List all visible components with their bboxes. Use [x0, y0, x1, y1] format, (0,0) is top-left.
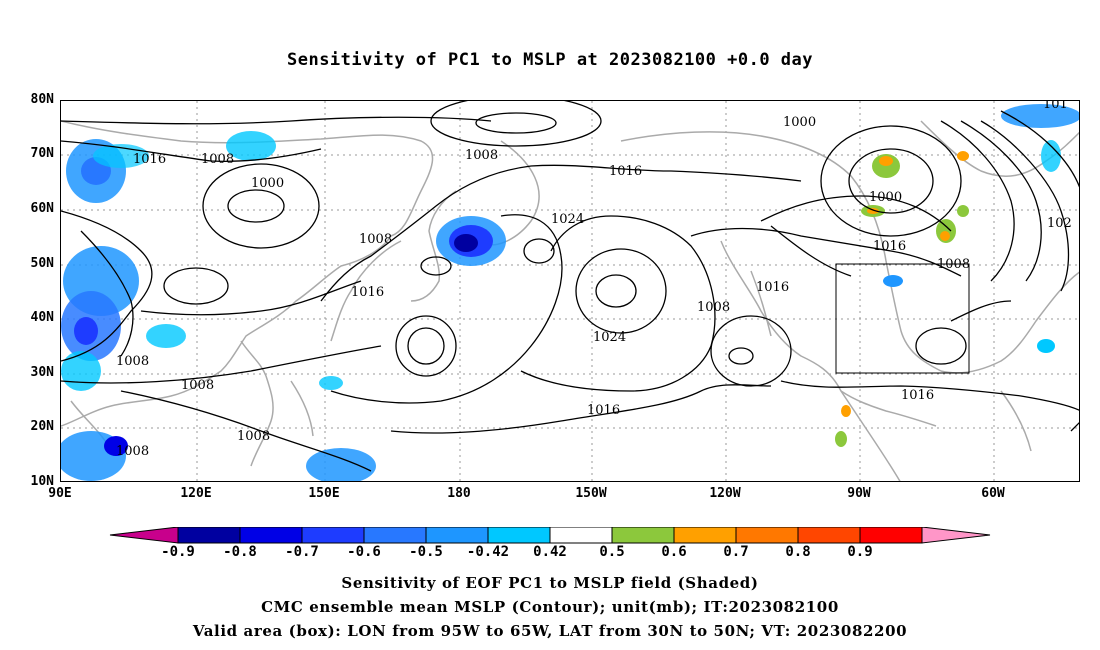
lon-label-150e: 150E — [308, 486, 340, 501]
colorbar-tick-label: -0.8 — [223, 544, 257, 560]
map-panel: 1016 1008 1000 1008 1008 1016 1008 1008 … — [60, 100, 1080, 482]
contour-label: 1016 — [609, 164, 642, 179]
colorbar-tick-label: -0.5 — [409, 544, 443, 560]
lat-label-60n: 60N — [30, 201, 54, 216]
contour-label: 1000 — [783, 115, 816, 130]
valid-area-box — [835, 263, 970, 374]
colorbar-segment — [177, 527, 241, 544]
lat-label-50n: 50N — [30, 256, 54, 271]
contour-labels: 1016 1008 1000 1008 1008 1016 1008 1008 … — [116, 101, 1072, 459]
contour-label: 1024 — [551, 212, 584, 227]
caption-contour: CMC ensemble mean MSLP (Contour); unit(m… — [261, 598, 839, 616]
lat-label-40n: 40N — [30, 310, 54, 325]
contour-label: 1008 — [116, 354, 149, 369]
colorbar-tick-label: -0.42 — [466, 544, 510, 560]
colorbar-segment — [673, 527, 737, 544]
lon-label-150w: 150W — [575, 486, 607, 501]
colorbar-tick-label: 0.42 — [533, 544, 567, 560]
contour-label: 1016 — [587, 403, 620, 418]
contour-label: 1016 — [133, 152, 166, 167]
contour-label: 1000 — [251, 176, 284, 191]
colorbar-segment — [363, 527, 427, 544]
lon-label-60w: 60W — [981, 486, 1005, 501]
colorbar-segment — [611, 527, 675, 544]
colorbar-segment — [239, 527, 303, 544]
lat-label-80n: 80N — [30, 92, 54, 107]
colorbar-segment — [735, 527, 799, 544]
colorbar-tick-label: -0.7 — [285, 544, 319, 560]
lon-label-120e: 120E — [180, 486, 212, 501]
sensitivity-shading — [61, 104, 1079, 481]
colorbar-tick-label: -0.6 — [347, 544, 381, 560]
lat-label-70n: 70N — [30, 146, 54, 161]
lat-label-10n: 10N — [30, 474, 54, 489]
contour-label: 1024 — [593, 330, 626, 345]
lat-label-30n: 30N — [30, 365, 54, 380]
lon-label-120w: 120W — [709, 486, 741, 501]
lon-label-180: 180 — [447, 486, 471, 501]
contour-label: 1008 — [359, 232, 392, 247]
lon-label-90w: 90W — [847, 486, 871, 501]
colorbar-tick-label: 0.6 — [661, 544, 687, 560]
colorbar-segment — [797, 527, 861, 544]
colorbar-tick-label: 0.5 — [599, 544, 625, 560]
contour-label: 1016 — [873, 239, 906, 254]
contour-label: 1008 — [465, 148, 498, 163]
contour-label: 1008 — [181, 378, 214, 393]
colorbar-segment — [487, 527, 551, 544]
colorbar-segment — [859, 527, 923, 544]
contour-label: 1008 — [697, 300, 730, 315]
contour-label: 1016 — [351, 285, 384, 300]
map-canvas: 1016 1008 1000 1008 1008 1016 1008 1008 … — [61, 101, 1079, 481]
lat-label-20n: 20N — [30, 419, 54, 434]
contour-label: 1008 — [116, 444, 149, 459]
colorbar-tick-label: 0.9 — [847, 544, 873, 560]
colorbar-segment — [549, 527, 613, 544]
contour-label: 1016 — [756, 280, 789, 295]
contour-label: 101 — [1043, 101, 1068, 112]
contour-label: 1000 — [869, 190, 902, 205]
contour-label: 1008 — [237, 429, 270, 444]
colorbar-segment — [301, 527, 365, 544]
colorbar-segment — [425, 527, 489, 544]
caption-valid-area: Valid area (box): LON from 95W to 65W, L… — [192, 622, 908, 640]
colorbar-tick-label: -0.9 — [161, 544, 195, 560]
plot-title: Sensitivity of PC1 to MSLP at 2023082100… — [286, 50, 813, 70]
colorbar-extend-low — [109, 527, 179, 544]
colorbar-extend-high — [921, 527, 991, 544]
colorbar-tick-label: 0.7 — [723, 544, 749, 560]
caption-shading: Sensitivity of EOF PC1 to MSLP field (Sh… — [341, 574, 759, 592]
contour-label: 1016 — [901, 388, 934, 403]
colorbar-tick-label: 0.8 — [785, 544, 811, 560]
colorbar — [109, 527, 991, 544]
lon-label-90e: 90E — [48, 486, 72, 501]
contour-label: 1008 — [201, 152, 234, 167]
contour-label: 102 — [1047, 216, 1072, 231]
mslp-contours — [61, 101, 1079, 472]
